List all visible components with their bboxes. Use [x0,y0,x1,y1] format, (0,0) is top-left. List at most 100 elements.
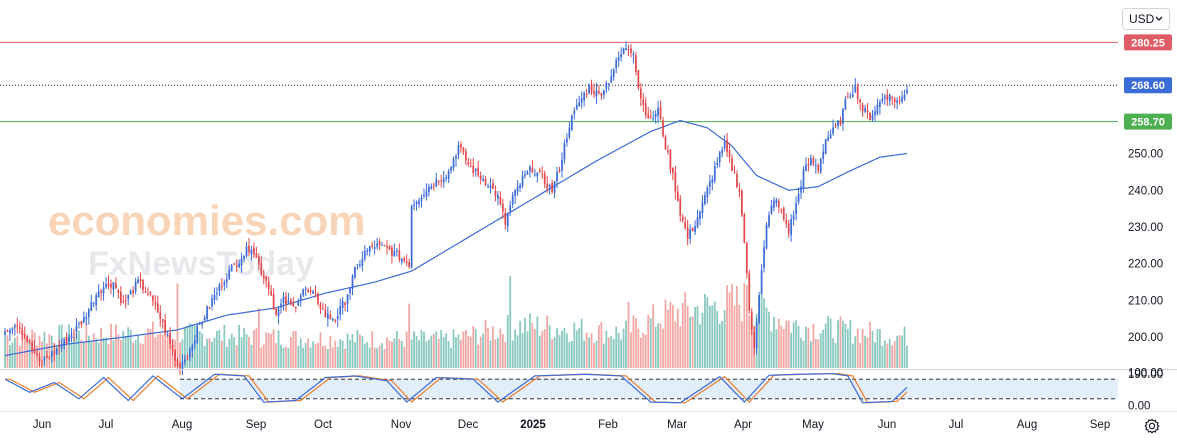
candle-body[interactable] [257,256,260,264]
candle-body[interactable] [322,308,324,310]
candle-body[interactable] [450,167,452,171]
candle-body[interactable] [28,340,31,342]
candle-body[interactable] [218,284,221,291]
candle-body[interactable] [617,57,620,61]
candle-body[interactable] [568,127,571,138]
candle-body[interactable] [253,247,255,255]
candle-body[interactable] [304,288,307,290]
candle-body[interactable] [711,179,714,183]
candle-body[interactable] [489,185,492,188]
candle-body[interactable] [174,350,176,361]
currency-dropdown[interactable]: USD [1122,8,1170,30]
candle-body[interactable] [13,325,16,328]
candle-body[interactable] [603,90,605,95]
candle-body[interactable] [743,214,746,244]
candle-body[interactable] [435,179,438,187]
candle-body[interactable] [319,304,322,309]
candle-body[interactable] [805,164,807,171]
candle-body[interactable] [635,55,637,72]
candle-body[interactable] [731,158,733,172]
candle-body[interactable] [775,199,778,203]
candle-body[interactable] [442,178,445,183]
candle-body[interactable] [721,149,724,154]
candle-body[interactable] [844,99,847,110]
candle-body[interactable] [112,282,115,290]
candle-body[interactable] [479,175,482,180]
candle-body[interactable] [748,272,751,311]
candle-body[interactable] [63,338,66,347]
candle-body[interactable] [90,301,93,311]
candle-body[interactable] [782,207,785,220]
candle-body[interactable] [578,102,581,107]
candle-body[interactable] [800,186,802,193]
candle-body[interactable] [898,99,901,101]
candle-body[interactable] [201,322,204,325]
candle-body[interactable] [206,306,208,319]
candle-body[interactable] [718,152,721,163]
candle-body[interactable] [662,120,664,137]
candle-body[interactable] [529,166,531,172]
candle-body[interactable] [188,348,191,358]
candle-body[interactable] [610,76,613,83]
candle-body[interactable] [883,96,886,99]
candle-body[interactable] [869,113,871,121]
candle-body[interactable] [896,100,899,103]
candle-body[interactable] [499,197,502,205]
candle-body[interactable] [679,198,682,216]
candle-body[interactable] [906,89,908,94]
candle-body[interactable] [196,325,199,343]
candle-body[interactable] [664,136,667,150]
candle-body[interactable] [85,317,88,320]
candle-body[interactable] [871,114,874,120]
candle-body[interactable] [142,279,144,291]
candle-body[interactable] [208,307,211,309]
candle-body[interactable] [469,166,472,168]
candle-body[interactable] [260,263,263,275]
candle-body[interactable] [50,351,53,357]
candle-body[interactable] [452,158,455,169]
candle-body[interactable] [888,94,891,102]
candle-body[interactable] [822,151,825,159]
candle-body[interactable] [73,333,75,335]
candle-body[interactable] [536,172,539,177]
candle-body[interactable] [294,306,297,308]
candle-body[interactable] [534,174,536,176]
candle-body[interactable] [282,296,285,303]
candle-body[interactable] [405,261,408,263]
candle-body[interactable] [851,94,854,97]
candle-body[interactable] [689,229,691,240]
candle-body[interactable] [393,250,396,257]
candle-body[interactable] [9,330,11,334]
candle-body[interactable] [842,108,844,124]
candle-body[interactable] [770,205,773,214]
candle-body[interactable] [33,347,36,354]
candle-body[interactable] [262,274,265,279]
candle-body[interactable] [674,172,677,192]
candle-body[interactable] [593,91,595,95]
candle-body[interactable] [78,323,80,325]
candle-body[interactable] [637,70,640,89]
candle-body[interactable] [455,156,457,159]
candle-body[interactable] [147,294,149,296]
candle-body[interactable] [600,92,603,96]
candle-body[interactable] [726,140,728,152]
candle-body[interactable] [598,91,600,94]
candle-body[interactable] [65,337,68,344]
candle-body[interactable] [403,258,406,261]
candle-body[interactable] [75,325,78,332]
candle-body[interactable] [176,359,179,366]
candle-body[interactable] [819,158,822,173]
candle-body[interactable] [814,164,817,167]
candle-body[interactable] [184,359,186,362]
candle-body[interactable] [341,301,344,309]
candle-body[interactable] [53,351,56,355]
candle-body[interactable] [691,227,694,232]
candle-body[interactable] [240,259,243,266]
candle-body[interactable] [80,321,83,325]
candle-body[interactable] [758,294,760,323]
candle-body[interactable] [18,327,21,329]
candle-body[interactable] [211,298,213,307]
candle-body[interactable] [83,316,85,323]
candle-body[interactable] [706,187,709,198]
